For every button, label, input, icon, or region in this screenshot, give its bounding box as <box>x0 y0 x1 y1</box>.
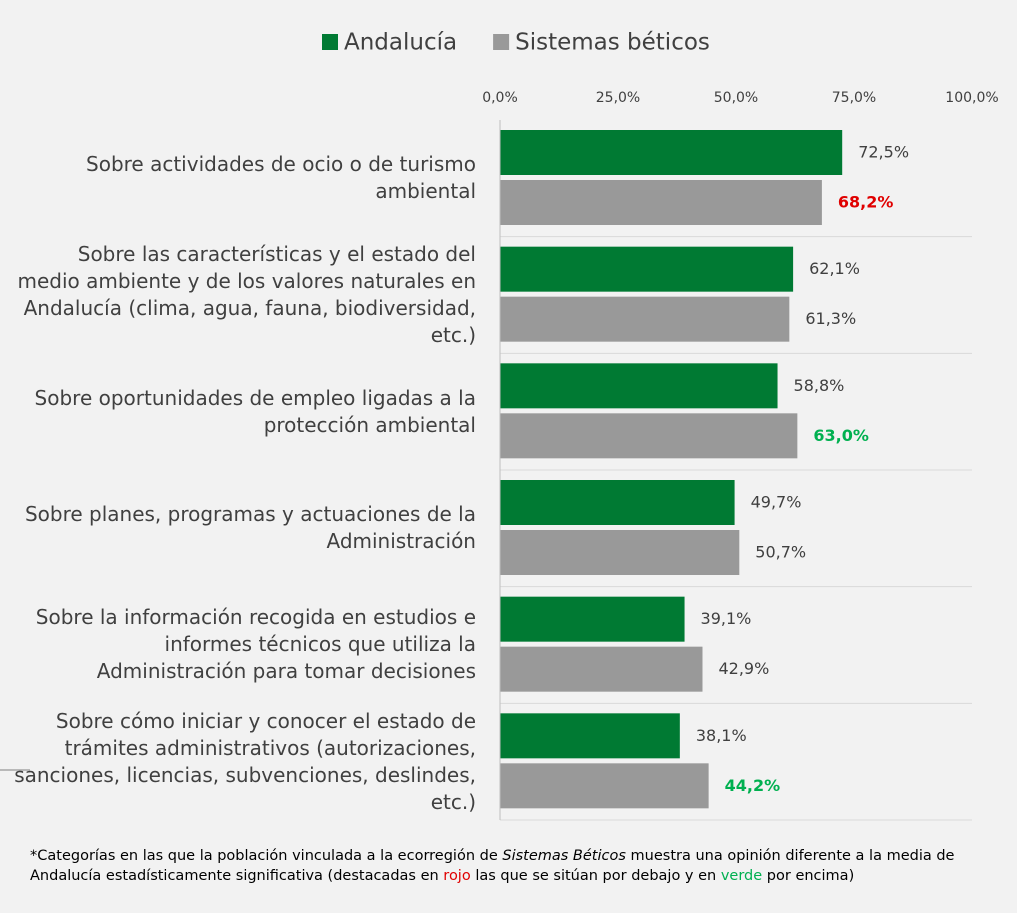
value-label: 68,2% <box>838 193 894 212</box>
value-label: 44,2% <box>725 776 781 795</box>
legend-label: Andalucía <box>344 30 457 56</box>
note-text: rojo <box>443 868 471 884</box>
x-tick-label: 50,0% <box>714 90 758 106</box>
category-label: Sobre las características y el estado de… <box>17 241 476 347</box>
bar <box>500 763 709 809</box>
legend-swatch <box>493 34 510 50</box>
note-text: Sistemas Béticos <box>502 848 626 864</box>
value-label: 42,9% <box>718 659 769 678</box>
value-label: 72,5% <box>858 143 909 162</box>
x-tick-label: 75,0% <box>832 90 876 106</box>
bar <box>500 646 703 692</box>
note-text: por encima) <box>762 868 855 884</box>
bar <box>500 246 794 292</box>
value-label: 49,7% <box>751 493 802 512</box>
category-label: Sobre oportunidades de empleo ligadas a … <box>34 385 476 437</box>
bar <box>500 363 778 409</box>
x-tick-label: 0,0% <box>482 90 518 106</box>
value-label: 58,8% <box>794 376 845 395</box>
value-label: 39,1% <box>701 609 752 628</box>
value-label: 38,1% <box>696 726 747 745</box>
bar <box>500 713 680 759</box>
bar <box>500 130 843 175</box>
note-text: las que se sitúan por debajo y en <box>470 868 721 884</box>
legend-label: Sistemas béticos <box>515 30 710 56</box>
value-label: 63,0% <box>813 426 869 445</box>
footnote: *Categorías en las que la población vinc… <box>30 846 990 886</box>
bar <box>500 596 685 642</box>
bar <box>500 413 798 459</box>
bar <box>500 480 735 525</box>
value-label: 62,1% <box>809 259 860 278</box>
category-label: Sobre actividades de ocio o de turismo a… <box>86 152 476 204</box>
note-text: verde <box>720 868 763 884</box>
category-label: Sobre planes, programas y actuaciones de… <box>24 502 476 554</box>
bar <box>500 530 740 575</box>
value-label: 61,3% <box>805 309 856 328</box>
value-label: 50,7% <box>755 543 806 562</box>
category-label: Sobre la información recogida en estudio… <box>35 605 476 684</box>
bar <box>500 296 790 342</box>
legend-swatch <box>322 34 338 50</box>
note-text: muestra una opinión diferente a la media… <box>30 848 955 884</box>
note-text: *Categorías en las que la población vinc… <box>30 848 503 864</box>
category-label: Sobre cómo iniciar y conocer el estado d… <box>14 708 476 814</box>
x-tick-label: 25,0% <box>596 90 640 106</box>
x-tick-label: 100,0% <box>945 90 998 106</box>
bar <box>500 180 822 225</box>
